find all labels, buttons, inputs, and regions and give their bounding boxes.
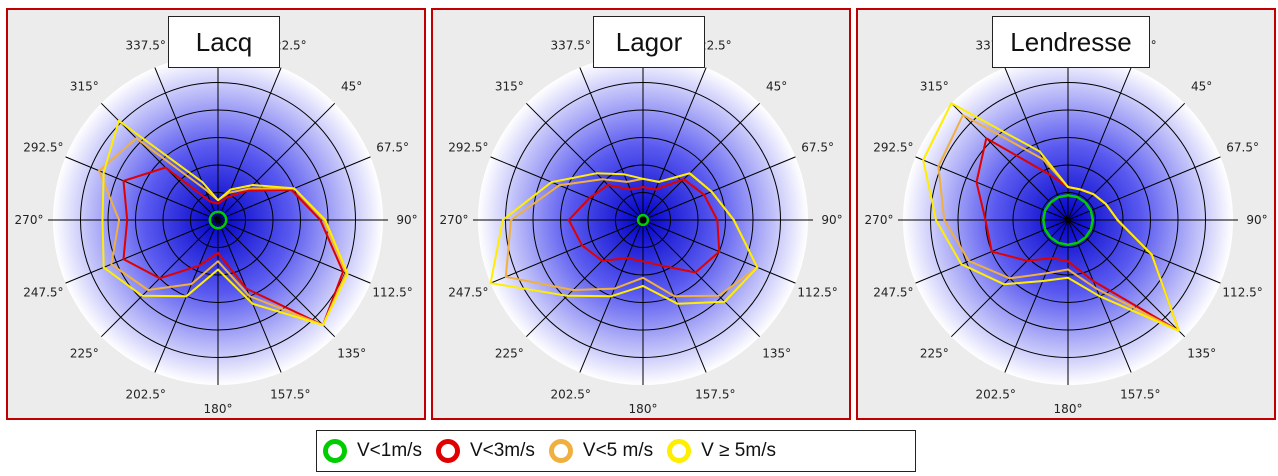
series-line	[489, 172, 759, 305]
angle-tick-label: 45°	[766, 79, 787, 93]
grid-spoke	[1067, 219, 1221, 284]
angle-tick-label: 247.5°	[23, 285, 63, 299]
angle-tick-label: 247.5°	[873, 285, 913, 299]
series-line	[122, 166, 344, 326]
angle-tick-label: 202.5°	[125, 388, 165, 402]
grid-spoke	[217, 219, 336, 338]
grid-spoke	[1004, 219, 1069, 373]
series-line	[1042, 194, 1095, 247]
grid-spoke	[1004, 67, 1069, 221]
polar-chart-lacq: 0°22.5°45°67.5°90°112.5°135°157.5°180°20…	[15, 24, 418, 416]
angle-tick-label: 22.5°	[699, 38, 732, 52]
grid-spoke	[915, 156, 1069, 221]
legend-label: V ≥ 5m/s	[701, 440, 776, 461]
panel-lagor: 0°22.5°45°67.5°90°112.5°135°157.5°180°20…	[431, 8, 851, 420]
angle-tick-label: 337.5°	[125, 38, 165, 52]
grid-spoke	[490, 156, 644, 221]
grid-spoke	[154, 67, 219, 221]
angle-tick-label: 180°	[1054, 402, 1083, 416]
angle-tick-label: 292.5°	[23, 141, 63, 155]
angle-tick-label: 67.5°	[801, 141, 834, 155]
angle-tick-label: 225°	[920, 347, 949, 361]
legend-label: V<1m/s	[357, 440, 422, 461]
angle-tick-label: 270°	[440, 213, 469, 227]
grid-spoke	[490, 219, 644, 284]
series-line	[101, 119, 349, 326]
angle-tick-label: 157.5°	[1120, 388, 1160, 402]
legend-item: V<1m/s	[323, 439, 422, 463]
grid-spoke	[217, 67, 282, 221]
legend-item: V ≥ 5m/s	[667, 439, 776, 463]
angle-tick-label: 247.5°	[448, 285, 488, 299]
angle-tick-label: 315°	[920, 79, 949, 93]
angle-tick-label: 292.5°	[873, 141, 913, 155]
grid-spoke	[1067, 67, 1132, 221]
polar-chart-lendresse: 0°22.5°45°67.5°90°112.5°135°157.5°180°20…	[865, 24, 1268, 416]
angle-tick-label: 135°	[337, 347, 366, 361]
legend-ring-icon	[435, 439, 460, 463]
grid-spoke	[642, 219, 761, 338]
series-line	[636, 213, 650, 227]
grid-spoke	[579, 67, 644, 221]
grid-spoke	[642, 156, 796, 221]
legend-item: V<5 m/s	[548, 439, 654, 463]
series-line	[922, 102, 1180, 332]
angle-tick-label: 292.5°	[448, 141, 488, 155]
legend-ring-icon	[323, 439, 347, 463]
angle-tick-label: 315°	[70, 79, 99, 93]
angle-tick-label: 202.5°	[550, 388, 590, 402]
angle-tick-label: 90°	[396, 213, 417, 227]
angle-tick-label: 135°	[1187, 347, 1216, 361]
legend: V<1m/s V<3m/s V<5 m/s V ≥ 5m/s	[316, 430, 916, 472]
grid-spoke	[1067, 219, 1186, 338]
panel-lendresse: 0°22.5°45°67.5°90°112.5°135°157.5°180°20…	[856, 8, 1276, 420]
angle-tick-label: 112.5°	[372, 285, 412, 299]
angle-tick-label: 225°	[495, 347, 524, 361]
angle-tick-label: 112.5°	[1222, 285, 1262, 299]
polar-chart-lagor: 0°22.5°45°67.5°90°112.5°135°157.5°180°20…	[440, 24, 843, 416]
angle-tick-label: 337.5°	[550, 38, 590, 52]
angle-tick-label: 45°	[341, 79, 362, 93]
legend-label: V<3m/s	[469, 440, 535, 461]
legend-label: V<5 m/s	[582, 440, 654, 461]
angle-tick-label: 90°	[821, 213, 842, 227]
angle-tick-label: 67.5°	[376, 141, 409, 155]
angle-tick-label: 90°	[1246, 213, 1267, 227]
grid-spoke	[642, 67, 707, 221]
angle-tick-label: 157.5°	[695, 388, 735, 402]
legend-ring-icon	[667, 439, 692, 463]
series-line	[208, 210, 228, 230]
grid-spoke	[525, 219, 644, 338]
series-line	[98, 137, 347, 326]
panel-lacq: 0°22.5°45°67.5°90°112.5°135°157.5°180°20…	[6, 8, 426, 420]
grid-spoke	[950, 102, 1069, 221]
angle-tick-label: 112.5°	[797, 285, 837, 299]
chart-title: Lendresse	[992, 16, 1150, 68]
grid-spoke	[65, 219, 219, 284]
angle-tick-label: 202.5°	[975, 388, 1015, 402]
angle-tick-label: 67.5°	[1226, 141, 1259, 155]
chart-title: Lacq	[168, 16, 280, 68]
chart-title: Lagor	[593, 16, 705, 68]
grid-spoke	[1067, 156, 1221, 221]
angle-tick-label: 180°	[629, 402, 658, 416]
grid-spoke	[217, 102, 336, 221]
angle-tick-label: 180°	[204, 402, 233, 416]
series-line	[567, 178, 721, 274]
angle-tick-label: 157.5°	[270, 388, 310, 402]
angle-tick-label: 135°	[762, 347, 791, 361]
grid-spoke	[525, 102, 644, 221]
angle-tick-label: 270°	[865, 213, 894, 227]
angle-tick-label: 270°	[15, 213, 44, 227]
grid-spoke	[65, 156, 219, 221]
legend-ring-icon	[548, 439, 573, 463]
grid-spoke	[642, 102, 761, 221]
angle-tick-label: 315°	[495, 79, 524, 93]
legend-item: V<3m/s	[435, 439, 535, 463]
grid-spoke	[1067, 102, 1186, 221]
angle-tick-label: 45°	[1191, 79, 1212, 93]
angle-tick-label: 225°	[70, 347, 99, 361]
angle-tick-label: 22.5°	[274, 38, 307, 52]
